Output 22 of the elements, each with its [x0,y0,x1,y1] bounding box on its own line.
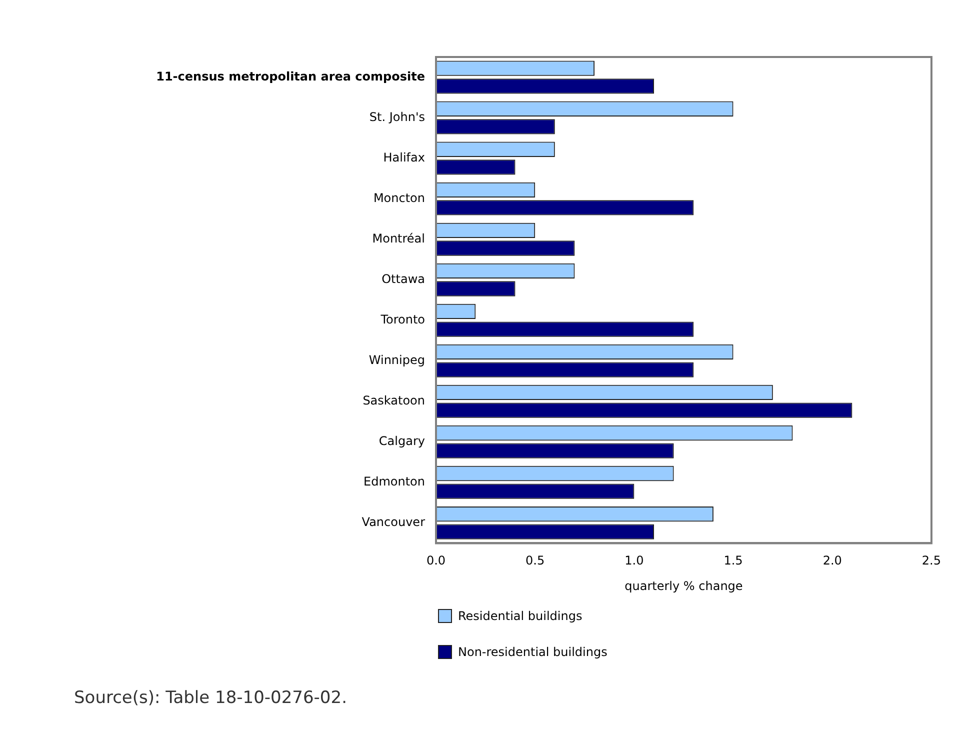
x-tick-label: 0.5 [526,554,545,568]
y-tick-label: Winnipeg [368,353,425,367]
y-tick-label: Saskatoon [362,394,425,408]
y-tick-label: Montréal [372,231,425,246]
legend-label: Non-residential buildings [458,645,608,659]
y-tick-label: Vancouver [362,515,426,530]
legend-label: Residential buildings [458,609,582,623]
x-tick-label: 2.5 [922,554,942,568]
y-tick-label: Moncton [373,190,425,205]
y-tick-label: Ottawa [382,272,425,286]
source-note: Source(s): Table 18-10-0276-02. [74,688,348,708]
y-tick-label: Halifax [383,150,425,164]
y-tick-label: St. John's [369,110,425,124]
x-tick-label: 1.5 [724,554,743,568]
x-axis-title: quarterly % change [624,578,743,593]
y-tick-label: Edmonton [364,474,425,489]
y-tick-label: Toronto [380,312,425,326]
y-tick-label: 11-census metropolitan area composite [156,69,425,84]
y-tick-label: Calgary [378,434,425,448]
x-tick-label: 0.0 [426,554,446,568]
x-tick-label: 1.0 [624,554,644,568]
x-tick-label: 2.0 [822,554,842,568]
